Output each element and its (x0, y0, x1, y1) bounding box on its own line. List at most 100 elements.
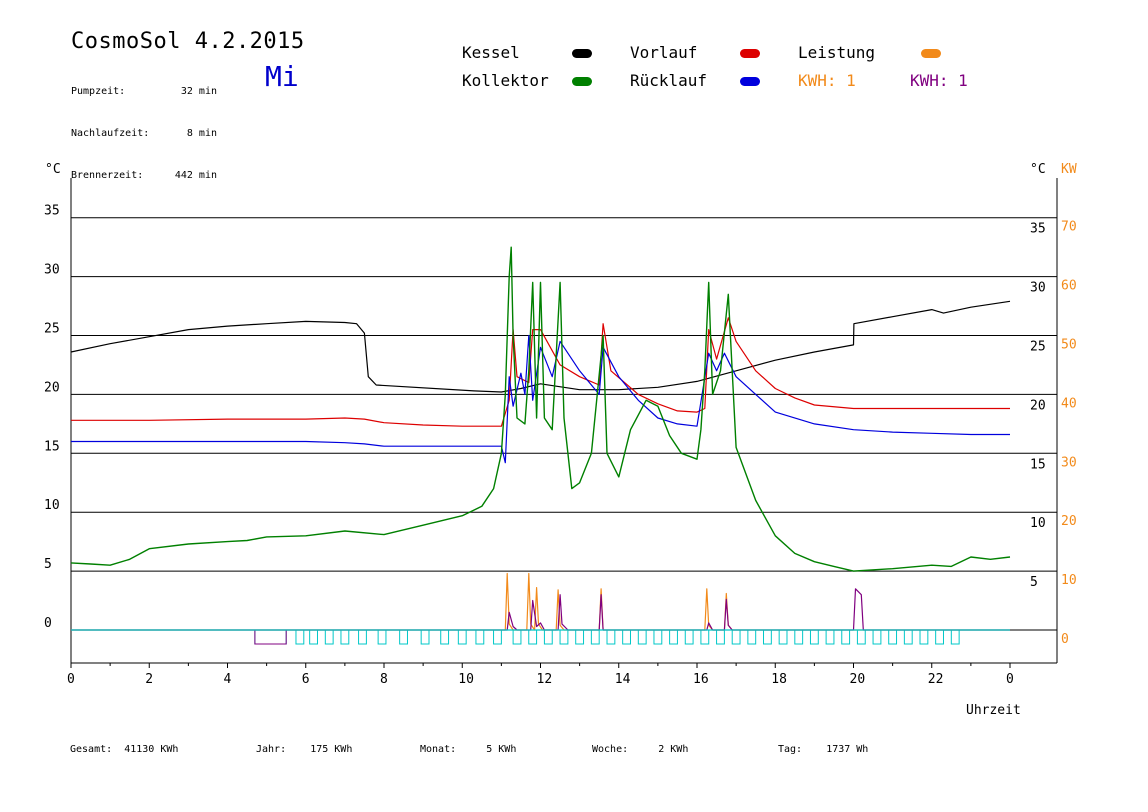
pump-run-block (475, 629, 485, 645)
y-tick-label-right-c: 10 (1030, 516, 1046, 531)
pump-run-block (950, 629, 960, 645)
footer-value: 2 KWh (658, 744, 689, 755)
y-tick-label-right-kw: 20 (1061, 514, 1077, 529)
y-tick-label-right-kw: 70 (1061, 220, 1077, 235)
footer-value: 1737 Wh (826, 744, 869, 755)
y-tick-label-left: 35 (44, 204, 60, 219)
pump-run-block (358, 629, 367, 645)
pump-run-block (778, 629, 788, 645)
y-tick-label-right-c: 20 (1030, 398, 1046, 413)
footer-value: 175 KWh (310, 744, 353, 755)
y-tick-label-left: 20 (44, 380, 60, 395)
y-axis-title-right-c: °C (1030, 162, 1046, 177)
pump-run-block (559, 629, 569, 645)
x-tick-label: 12 (537, 672, 553, 687)
footer-label: Jahr: (256, 744, 287, 755)
series-line-leistung (71, 572, 1010, 631)
pump-run-block (420, 629, 430, 645)
stat-value: 8 min (186, 128, 217, 139)
footer-jahr: Jahr: 175 KWh (256, 744, 352, 755)
legend-label-kessel: Kessel (462, 43, 520, 62)
y-tick-label-left: 5 (44, 557, 52, 572)
x-tick-label: 18 (771, 672, 787, 687)
x-tick-label: 10 (458, 672, 474, 687)
legend-label-kollektor: Kollektor (462, 71, 549, 90)
burner-block (254, 629, 287, 645)
pump-run-block (935, 629, 944, 645)
footer-woche: Woche: 2 KWh (592, 744, 688, 755)
x-tick-label: 0 (1006, 672, 1014, 687)
pump-run-block (324, 629, 334, 645)
legend-label-kwh-orange: KWH: 1 (798, 71, 856, 90)
legend-swatch-ruecklauf (740, 77, 760, 86)
x-tick-label: 20 (850, 672, 866, 687)
footer-label: Monat: (420, 744, 457, 755)
pump-run-block (309, 629, 318, 645)
pump-run-block (841, 629, 851, 645)
x-tick-label: 4 (224, 672, 232, 687)
y-tick-label-right-c: 15 (1030, 457, 1046, 472)
y-tick-label-right-kw: 30 (1061, 455, 1077, 470)
y-tick-label-right-kw: 0 (1061, 632, 1069, 647)
legend-swatch-leistung (921, 49, 941, 58)
y-tick-label-right-kw: 60 (1061, 279, 1077, 294)
footer-tag: Tag: 1737 Wh (778, 744, 868, 755)
series-line-kollektor (70, 246, 1011, 572)
footer-value: 5 KWh (486, 744, 517, 755)
x-tick-label: 16 (693, 672, 709, 687)
page-title: CosmoSol 4.2.2015 (71, 29, 305, 54)
pump-run-block (512, 629, 522, 645)
pump-run-block (254, 629, 287, 645)
stat-value: 442 min (174, 170, 217, 181)
pump-run-block (575, 629, 585, 645)
pump-run-block (825, 629, 835, 645)
x-tick-label: 14 (615, 672, 631, 687)
pump-run-block (440, 629, 450, 645)
y-tick-label-right-c: 25 (1030, 340, 1046, 355)
series-line-kessel (70, 300, 1011, 393)
stat-row: Pumpzeit: 32 min (71, 85, 217, 99)
x-tick-label: 22 (928, 672, 944, 687)
y-tick-label-right-kw: 50 (1061, 338, 1077, 353)
pump-run-block (622, 629, 631, 645)
pump-run-block (377, 629, 387, 645)
pump-run-block (457, 629, 467, 645)
pump-run-block (763, 629, 772, 645)
x-tick-label: 2 (145, 672, 153, 687)
pump-run-block (637, 629, 647, 645)
y-axis-title-left: °C (45, 162, 61, 177)
footer-gesamt: Gesamt: 41130 KWh (70, 744, 178, 755)
legend-swatch-vorlauf (740, 49, 760, 58)
legend-label-ruecklauf: Rücklauf (630, 71, 708, 90)
y-tick-label-left: 15 (44, 439, 60, 454)
stat-value: 32 min (180, 86, 217, 97)
weekday-label: Mi (265, 60, 299, 93)
x-tick-label: 0 (67, 672, 75, 687)
pump-run-block (700, 629, 710, 645)
pump-run-block (399, 629, 408, 645)
y-tick-label-left: 30 (44, 263, 60, 278)
footer-label: Gesamt: (70, 744, 113, 755)
legend-label-leistung: Leistung (798, 43, 876, 62)
y-tick-label-right-c: 35 (1030, 222, 1046, 237)
pump-run-block (606, 629, 616, 645)
pump-run-block (888, 629, 898, 645)
stat-label: Pumpzeit: (71, 86, 126, 97)
pump-run-block (653, 629, 663, 645)
pump-run-block (731, 629, 741, 645)
y-tick-label-right-c: 5 (1030, 575, 1038, 590)
y-tick-label-left: 10 (44, 498, 60, 513)
pump-run-block (295, 629, 305, 645)
footer-value: 41130 KWh (124, 744, 179, 755)
y-tick-label-right-kw: 40 (1061, 396, 1077, 411)
pump-run-block (794, 629, 804, 645)
legend-label-kwh-purple: KWH: 1 (910, 71, 968, 90)
x-axis-title: Uhrzeit (966, 703, 1021, 718)
pump-run-block (872, 629, 882, 645)
stat-label: Nachlaufzeit: (71, 128, 150, 139)
footer-label: Woche: (592, 744, 629, 755)
pump-run-block (340, 629, 350, 645)
y-tick-label-right-kw: 10 (1061, 573, 1077, 588)
y-tick-label-right-c: 30 (1030, 281, 1046, 296)
